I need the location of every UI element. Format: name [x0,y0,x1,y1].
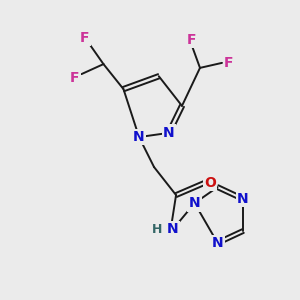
Text: F: F [80,31,89,45]
Text: H: H [152,223,162,236]
Text: N: N [163,126,175,140]
Text: N: N [189,196,200,210]
Text: F: F [224,56,234,70]
Text: N: N [133,130,145,144]
Text: N: N [237,192,249,206]
Text: F: F [187,33,197,47]
Text: O: O [204,176,216,190]
Text: N: N [167,222,179,236]
Text: N: N [212,236,224,250]
Text: F: F [70,71,79,85]
